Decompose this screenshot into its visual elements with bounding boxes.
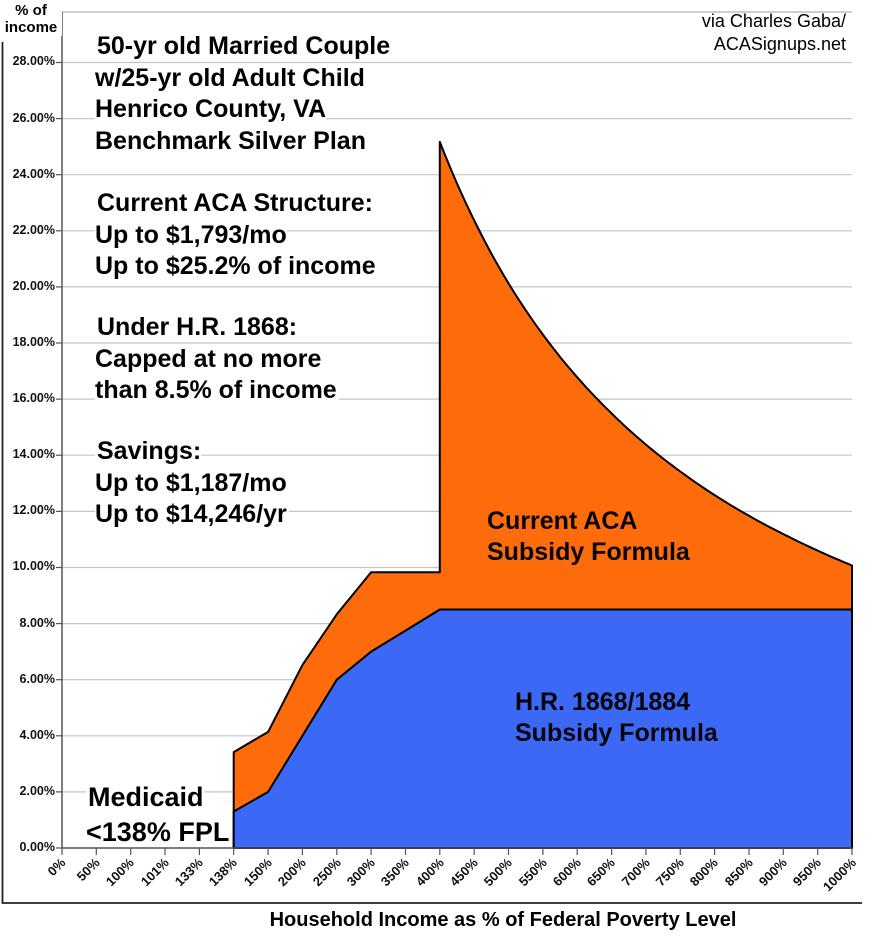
y-tick-label: 6.00% xyxy=(19,671,55,686)
annotation-savings-text: Savings: Up to $1,187/mo Up to $14,246/y… xyxy=(95,437,289,528)
y-tick-label: 28.00% xyxy=(12,54,55,69)
y-tick-label: 10.00% xyxy=(12,559,55,574)
annotation-scenario: 50-yr old Married Couple w/25-yr old Adu… xyxy=(95,31,391,157)
y-tick-label: 0.00% xyxy=(19,840,55,854)
y-tick-label: 24.00% xyxy=(12,166,55,181)
y-tick-label: 18.00% xyxy=(12,335,55,350)
y-tick-label: 26.00% xyxy=(12,110,55,125)
y-tick-label: 8.00% xyxy=(19,615,55,630)
y-tick-label: 12.00% xyxy=(12,503,55,518)
annotation-medicaid: Medicaid <138% FPL xyxy=(86,780,232,850)
area-series-1 xyxy=(232,608,853,849)
x-axis-title: Household Income as % of Federal Poverty… xyxy=(269,909,737,931)
annotation-savings: Savings: Up to $1,187/mo Up to $14,246/y… xyxy=(95,436,289,531)
annotation-current-structure: Current ACA Structure: Up to $1,793/mo U… xyxy=(95,188,378,283)
y-tick-label: 20.00% xyxy=(12,278,55,293)
credit-text: via Charles Gaba/ ACASignups.net xyxy=(701,11,846,54)
y-axis-title: % of income xyxy=(0,2,62,36)
annotation-scenario-text: 50-yr old Married Couple w/25-yr old Adu… xyxy=(95,32,391,155)
series-label-hr1868: H.R. 1868/1884 Subsidy Formula xyxy=(515,688,718,747)
y-tick-label: 2.00% xyxy=(19,783,55,798)
annotation-medicaid-text: Medicaid <138% FPL xyxy=(86,782,232,847)
annotation-hr1868: Under H.R. 1868: Capped at no more than … xyxy=(95,312,339,407)
annotation-hr1868-text: Under H.R. 1868: Capped at no more than … xyxy=(95,313,339,404)
y-tick-label: 22.00% xyxy=(12,222,55,237)
y-tick-label: 16.00% xyxy=(12,391,55,406)
y-tick-label: 4.00% xyxy=(19,727,55,742)
series-label-current-aca: Current ACA Subsidy Formula xyxy=(487,507,690,566)
y-tick-label: 14.00% xyxy=(12,447,55,462)
annotation-current-structure-text: Current ACA Structure: Up to $1,793/mo U… xyxy=(95,189,378,280)
